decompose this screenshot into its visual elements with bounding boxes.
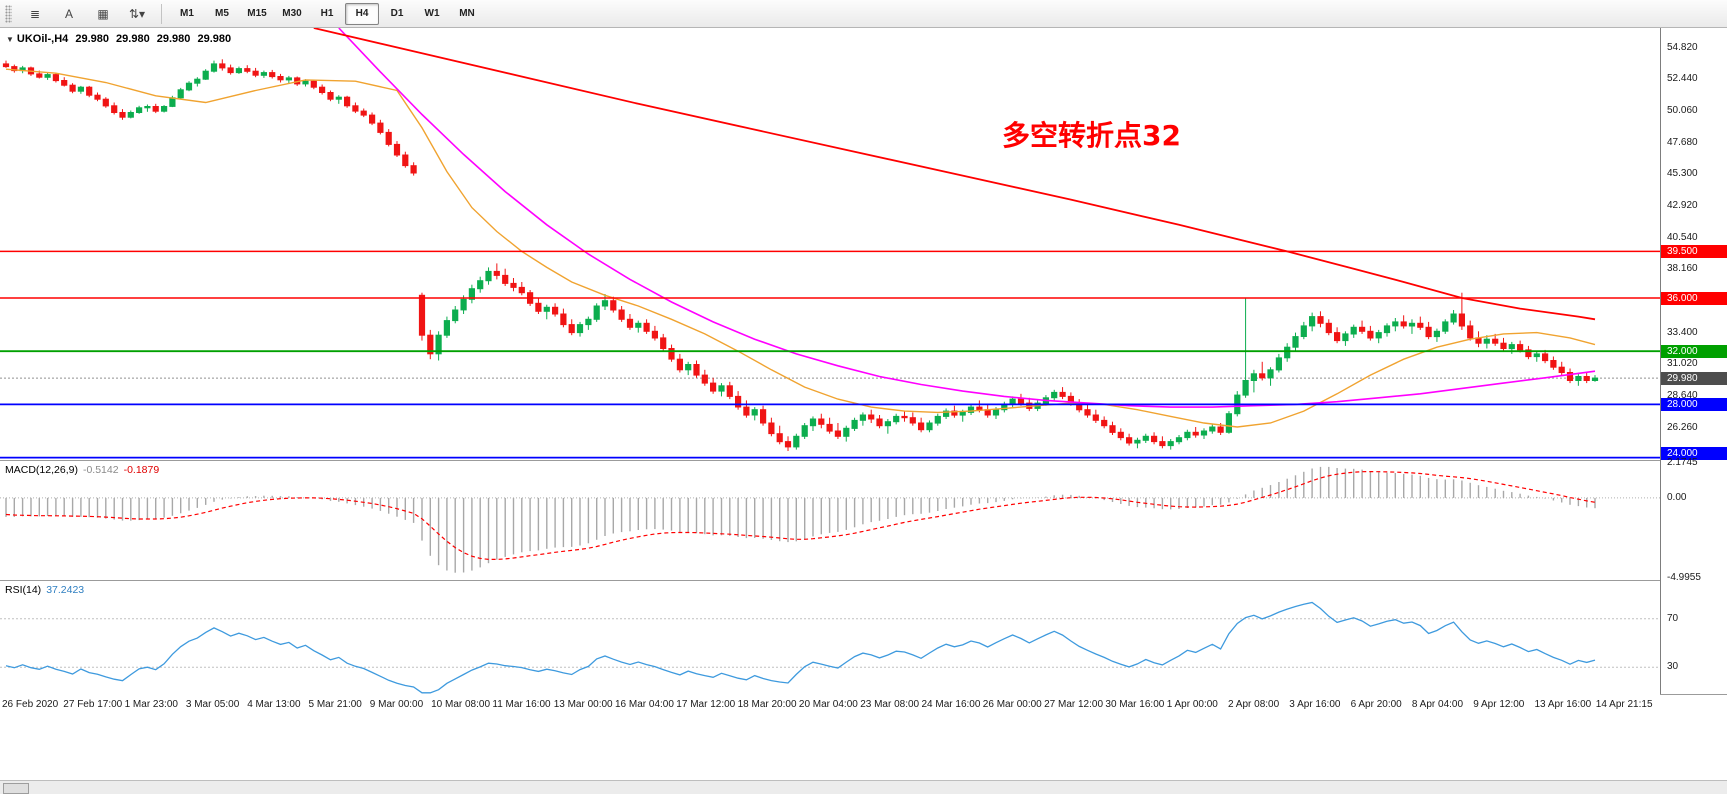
time-axis-label: 26 Feb 2020 [2,699,59,710]
ohlc-high: 29.980 [116,33,150,45]
rsi-name: RSI(14) [5,584,42,596]
price-axis[interactable]: 54.820 52.440 50.060 47.680 45.300 42.920 40.5… [1660,28,1727,694]
toolbar-grip[interactable] [5,4,12,23]
macd-panel[interactable] [0,460,1660,580]
time-axis-label: 9 Mar 00:00 [369,699,424,710]
panel-separator[interactable] [0,580,1727,581]
time-axis-label: 2 Apr 08:00 [1228,699,1280,710]
text-label-icon[interactable]: A [64,6,73,21]
time-axis-label: 6 Apr 20:00 [1350,699,1402,710]
time-axis-label: 23 Mar 08:00 [860,699,920,710]
macd-histogram [5,466,1596,573]
price-label-box-24.000: 24.000 [1661,447,1727,460]
macd-signal-value: -0.1879 [123,464,160,476]
time-axis-label: 9 Apr 12:00 [1473,699,1525,710]
time-axis-label: 11 Mar 16:00 [492,699,551,710]
time-axis-label: 27 Feb 17:00 [63,699,123,710]
ohlc-low: 29.980 [156,33,191,45]
time-axis-label: 8 Apr 04:00 [1411,699,1464,710]
time-axis-label: 14 Apr 21:15 [1595,699,1653,710]
rsi-line [5,601,1596,694]
timeframe-button-mn[interactable]: MN [459,8,475,19]
price-label-box-28.000: 28.000 [1661,397,1727,411]
time-axis-label: 3 Apr 16:00 [1289,699,1341,710]
rsi-axis-label: 70 [1667,612,1679,624]
time-axis-label: 26 Mar 00:00 [982,699,1042,710]
time-axis-label: 13 Mar 00:00 [553,699,613,710]
time-axis-label: 1 Apr 00:00 [1166,699,1218,710]
time-axis-label: 20 Mar 04:00 [798,699,858,710]
time-axis-label: 13 Apr 16:00 [1534,699,1592,710]
time-axis-label: 16 Mar 04:00 [615,699,674,710]
time-axis-label: 1 Mar 23:00 [124,699,178,710]
price-label-box-36.000: 36.000 [1661,291,1727,305]
time-axis[interactable]: 26 Feb 2020 27 Feb 17:00 1 Mar 23:00 3 Mar … [0,694,1660,718]
macd-axis-label: 0.00 [1667,491,1687,503]
time-axis-label: 3 Mar 05:00 [185,699,240,710]
time-axis-label: 30 Mar 16:00 [1105,699,1165,710]
price-tick: 54.820 [1667,41,1698,53]
price-tick: 40.540 [1667,231,1698,243]
price-label-box-32.000: 32.000 [1661,344,1727,358]
timeframe-button-m1[interactable]: M1 [180,8,194,19]
macd-name: MACD(12,26,9) [5,464,78,476]
timeframe-button-m30[interactable]: M30 [282,8,302,19]
price-label-box-29.980: 29.980 [1661,371,1727,385]
fast-ma-line [5,68,1596,428]
candles [2,59,1599,451]
price-tick: 28.640 [1667,389,1698,401]
price-tick: 47.680 [1667,136,1698,148]
timeframe-group: M1 M5 M15 M30 H1 H4 D1 W1 MN [170,2,484,25]
timeframe-button-h4[interactable]: H4 [345,2,379,25]
price-tick: 50.060 [1667,104,1698,116]
status-strip [0,780,1727,794]
toolbar: ≣ A ▦ ⇅▾ M1 M5 M15 M30 H1 H4 D1 W1 MN [0,0,1727,28]
rsi-indicator-label: RSI(14) 37.2423 [5,584,84,596]
timeframe-button-w1[interactable]: W1 [424,8,440,19]
chart-list-icon[interactable]: ≣ [29,6,41,21]
scroll-tools-icon[interactable]: ⇅▾ [128,6,146,21]
chart-grid-icon[interactable]: ▦ [97,6,109,21]
price-tick: 33.400 [1667,326,1698,338]
toolbar-separator [161,3,162,24]
price-label-box-39.500: 39.500 [1661,244,1727,258]
price-tick: 45.300 [1667,168,1698,180]
macd-axis-label: -4.9955 [1667,572,1701,584]
macd-axis-label: 2.1745 [1667,456,1698,468]
price-tick: 31.020 [1667,358,1698,370]
time-axis-label: 24 Mar 16:00 [921,699,981,710]
price-tick: 38.160 [1667,263,1698,275]
status-strip-button[interactable] [3,783,29,794]
rsi-axis-label: 30 [1667,661,1679,673]
time-axis-label: 17 Mar 12:00 [676,699,736,710]
price-tick: 26.260 [1667,421,1698,433]
price-tick: 42.920 [1667,199,1698,211]
symbol-period-label: UKOil-,H4 [16,33,69,45]
slow-ma-line [313,28,1596,321]
price-tick: 52.440 [1667,73,1698,85]
main-price-panel[interactable] [0,28,1660,460]
symbol-dropdown-icon[interactable]: ▼ [6,35,14,44]
time-axis-label: 10 Mar 08:00 [431,699,491,710]
medium-ma-line [338,28,1596,408]
time-axis-label: 5 Mar 21:00 [308,699,362,710]
time-axis-label: 27 Mar 12:00 [1044,699,1104,710]
time-axis-label: 18 Mar 20:00 [737,699,797,710]
timeframe-button-d1[interactable]: D1 [390,8,404,19]
ohlc-open: 29.980 [75,33,109,45]
timeframe-button-m15[interactable]: M15 [247,8,267,19]
rsi-panel[interactable] [0,580,1660,694]
time-axis-label: 4 Mar 13:00 [247,699,301,710]
timeframe-button-m5[interactable]: M5 [215,8,229,19]
panel-separator[interactable] [0,460,1727,461]
ohlc-close: 29.980 [197,33,232,45]
timeframe-button-h1[interactable]: H1 [320,8,334,19]
macd-indicator-label: MACD(12,26,9) -0.5142 -0.1879 [5,464,159,476]
rsi-value: 37.2423 [46,584,85,596]
macd-main-value: -0.5142 [82,464,119,476]
chart-annotation[interactable]: 多空转折点32 [1002,119,1181,152]
macd-signal-line [5,470,1596,560]
symbol-info[interactable]: ▼ UKOil-,H4 29.980 29.980 29.980 29.980 [6,33,235,45]
